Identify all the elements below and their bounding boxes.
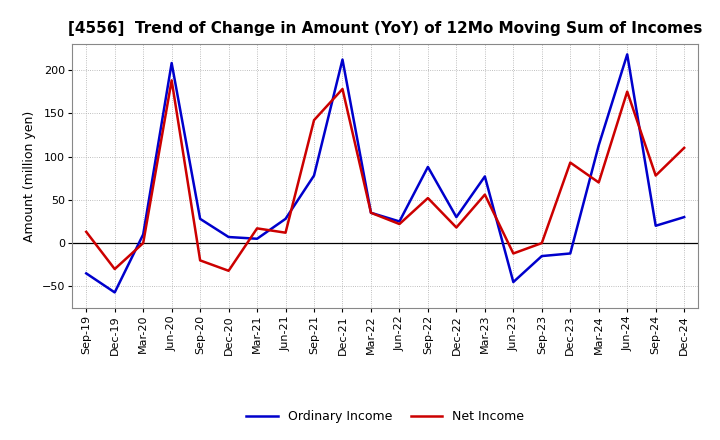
Ordinary Income [395, 219, 404, 224]
Ordinary Income [110, 290, 119, 295]
Legend: Ordinary Income, Net Income: Ordinary Income, Net Income [241, 406, 529, 429]
Net Income [423, 195, 432, 201]
Ordinary Income [509, 279, 518, 285]
Y-axis label: Amount (million yen): Amount (million yen) [23, 110, 36, 242]
Net Income [395, 221, 404, 227]
Net Income [82, 229, 91, 235]
Ordinary Income [595, 143, 603, 148]
Line: Net Income: Net Income [86, 81, 684, 271]
Net Income [366, 210, 375, 216]
Net Income [537, 240, 546, 246]
Ordinary Income [623, 52, 631, 57]
Title: [4556]  Trend of Change in Amount (YoY) of 12Mo Moving Sum of Incomes: [4556] Trend of Change in Amount (YoY) o… [68, 21, 703, 36]
Ordinary Income [452, 214, 461, 220]
Net Income [452, 225, 461, 230]
Ordinary Income [196, 216, 204, 221]
Net Income [310, 117, 318, 123]
Ordinary Income [480, 174, 489, 179]
Ordinary Income [225, 235, 233, 240]
Net Income [509, 251, 518, 256]
Ordinary Income [566, 251, 575, 256]
Net Income [566, 160, 575, 165]
Net Income [338, 86, 347, 92]
Ordinary Income [282, 216, 290, 221]
Net Income [110, 266, 119, 271]
Net Income [167, 78, 176, 83]
Net Income [623, 89, 631, 94]
Ordinary Income [537, 253, 546, 259]
Ordinary Income [253, 236, 261, 242]
Net Income [282, 230, 290, 235]
Net Income [652, 173, 660, 178]
Line: Ordinary Income: Ordinary Income [86, 55, 684, 293]
Net Income [253, 226, 261, 231]
Ordinary Income [310, 173, 318, 178]
Net Income [680, 145, 688, 150]
Net Income [225, 268, 233, 273]
Ordinary Income [680, 214, 688, 220]
Ordinary Income [338, 57, 347, 62]
Ordinary Income [139, 232, 148, 237]
Ordinary Income [366, 210, 375, 216]
Ordinary Income [82, 271, 91, 276]
Net Income [480, 192, 489, 197]
Ordinary Income [423, 164, 432, 169]
Net Income [595, 180, 603, 185]
Ordinary Income [167, 60, 176, 66]
Net Income [196, 258, 204, 263]
Net Income [139, 240, 148, 246]
Ordinary Income [652, 223, 660, 228]
